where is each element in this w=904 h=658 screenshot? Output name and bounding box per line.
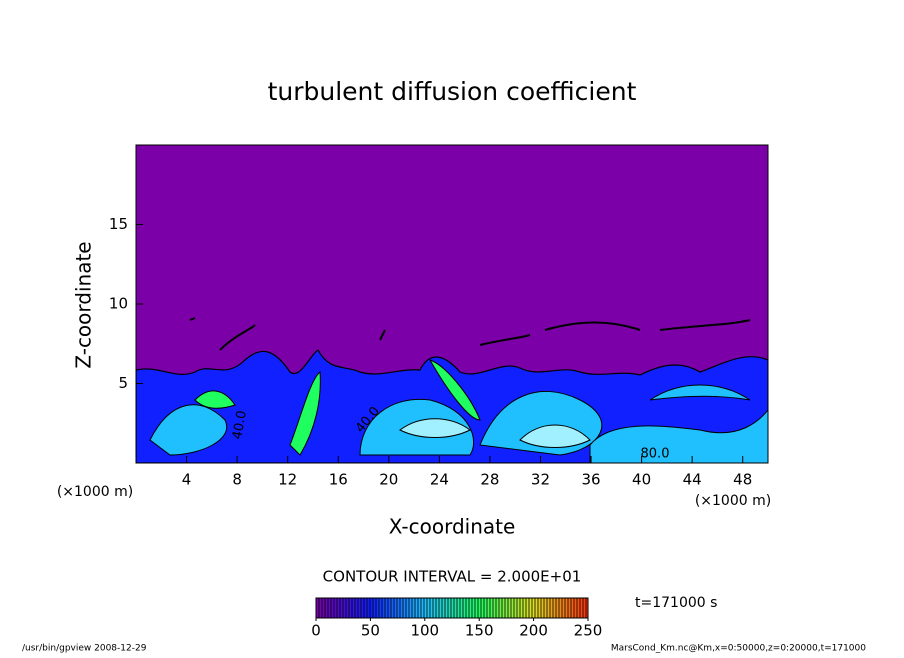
chart-title: turbulent diffusion coefficient [268,77,637,106]
colorbar-tick-label: 150 [465,622,494,640]
field-patch [194,390,236,409]
field-wisp [189,317,196,321]
x-tick-label: 4 [182,471,192,489]
x-tick-label: 36 [581,471,600,489]
field-patch [399,418,471,438]
field-patch [289,371,321,456]
x-tick-label: 16 [329,471,348,489]
contour-interval: CONTOUR INTERVAL = 2.000E+01 [323,568,582,586]
footer-right: MarsCond_Km.nc@Km,x=0:50000,z=0:20000,t=… [611,644,866,654]
x-tick-label: 24 [430,471,449,489]
x-unit: (×1000 m) [695,493,771,509]
y-unit: (×1000 m) [57,484,133,500]
field-wisp [219,324,256,351]
y-tick-label: 10 [109,295,128,313]
field-patch [149,404,228,456]
x-axis-label: X-coordinate [389,515,516,539]
colorbar-tick-label: 100 [410,622,439,640]
contour-label: 40.0 [230,409,250,440]
field-wisp [659,319,751,331]
x-tick-label: 32 [531,471,550,489]
field: 40.0 40.080.0 [136,145,768,463]
field-patch [589,409,768,463]
footer-left: /usr/bin/gpview 2008-12-29 [22,644,147,654]
x-tick-label: 12 [278,471,297,489]
colorbar-tick-label: 200 [519,622,548,640]
colorbar-tick-label: 0 [311,622,321,640]
x-tick-label: 28 [480,471,499,489]
time-label: t=171000 s [635,595,717,611]
x-tick-label: 48 [733,471,752,489]
field-patch [519,424,591,448]
x-tick-label: 8 [232,471,242,489]
y-tick-label: 15 [109,215,128,233]
field-patch [428,359,481,421]
x-tick-label: 44 [683,471,702,489]
x-tick-label: 40 [632,471,651,489]
field-wisp [544,321,641,331]
field-patch [649,384,751,401]
y-tick-label: 5 [118,374,128,392]
field-wisp [379,329,386,341]
y-axis-label: Z-coordinate [72,241,96,368]
colorbar-tick-label: 50 [361,622,380,640]
field-wisp [479,334,531,346]
x-tick-label: 20 [379,471,398,489]
colorbar-tick-label: 250 [574,622,603,640]
contour-label: 80.0 [641,447,670,462]
